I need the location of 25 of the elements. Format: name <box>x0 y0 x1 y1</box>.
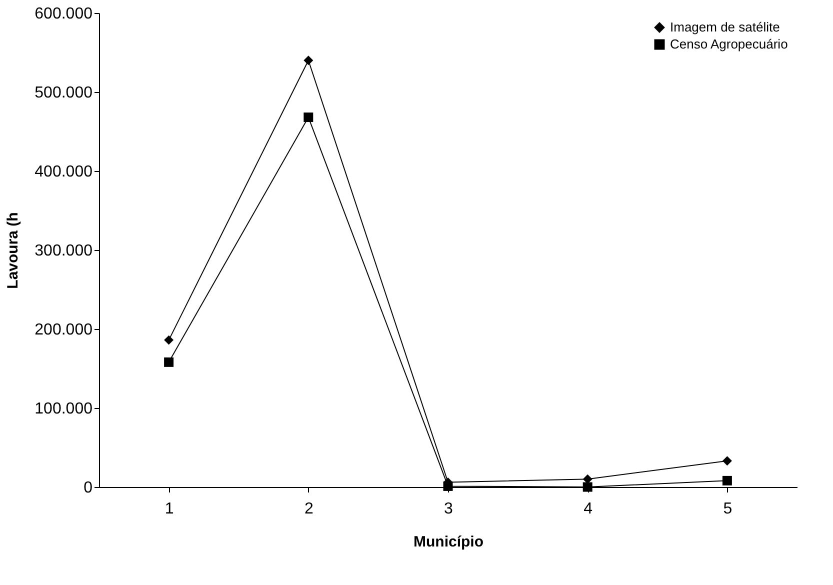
x-tick-label: 4 <box>584 500 593 518</box>
y-tick-label: 500.000 <box>34 84 93 102</box>
x-tick-label: 3 <box>444 500 454 518</box>
x-tick-label: 5 <box>723 500 732 518</box>
y-tick-label: 0 <box>84 480 93 496</box>
x-tick-label: 2 <box>304 500 314 518</box>
point <box>722 476 732 486</box>
y-tick-label: 600.000 <box>34 6 93 22</box>
x-axis-title: Município <box>414 534 484 550</box>
point <box>304 56 314 66</box>
x-tick-label: 1 <box>164 500 174 518</box>
point <box>164 335 174 345</box>
legend-label: Imagem de satélite <box>670 20 780 34</box>
y-tick-label: 400.000 <box>34 164 93 180</box>
point <box>582 474 592 484</box>
y-tick-label: 300.000 <box>34 242 93 260</box>
y-axis-title: Lavoura (h <box>4 212 22 289</box>
point <box>582 482 592 492</box>
legend-label: Censo Agropecuário <box>670 36 788 52</box>
y-tick-label: 100.000 <box>34 400 93 418</box>
point <box>443 481 453 491</box>
point <box>304 112 314 122</box>
point <box>164 357 174 367</box>
point <box>722 456 732 466</box>
y-tick-label: 200.000 <box>34 322 93 338</box>
